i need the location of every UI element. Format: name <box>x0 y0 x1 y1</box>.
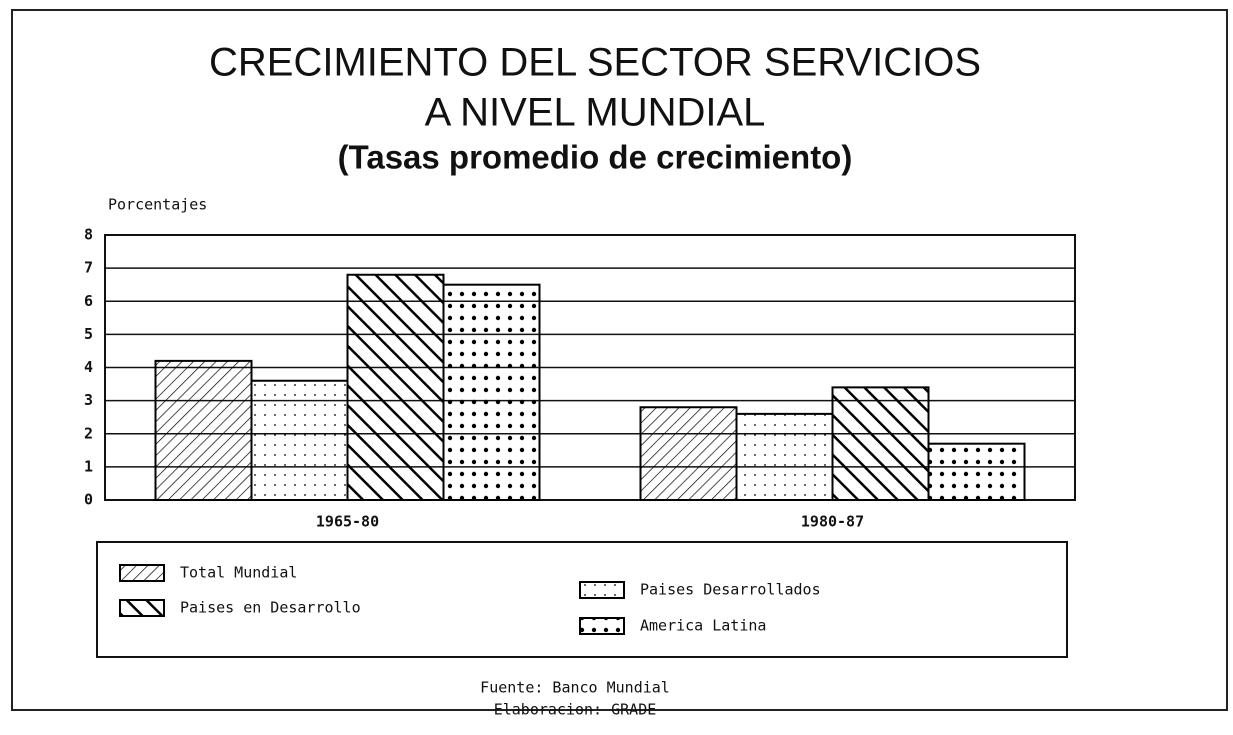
y-axis-label: Porcentajes <box>108 196 207 214</box>
bar <box>639 406 738 501</box>
bar <box>735 412 834 501</box>
x-tick-label: 1965-80 <box>316 513 379 531</box>
bar <box>927 442 1026 501</box>
chart-title: CRECIMIENTO DEL SECTOR SERVICIOS <box>209 41 981 85</box>
y-tick-label: 1 <box>84 457 93 475</box>
legend-swatch <box>579 617 625 635</box>
y-tick-label: 7 <box>84 259 93 277</box>
legend-swatch <box>119 564 165 582</box>
bar <box>154 359 253 501</box>
bar <box>346 273 445 501</box>
source: Fuente: Banco Mundial <box>480 679 670 697</box>
credit: Elaboracion: GRADE <box>494 701 657 719</box>
legend-swatch <box>119 599 165 617</box>
legend-label: Total Mundial <box>180 564 297 582</box>
legend-swatch <box>579 581 625 599</box>
chart-title: A NIVEL MUNDIAL <box>425 91 766 135</box>
x-tick-label: 1980-87 <box>801 513 864 531</box>
y-tick-label: 0 <box>84 491 93 509</box>
y-tick-label: 6 <box>84 292 93 310</box>
bar <box>442 283 541 501</box>
legend-label: America Latina <box>640 617 766 635</box>
y-tick-label: 2 <box>84 424 93 442</box>
legend-label: Paises Desarrollados <box>640 581 821 599</box>
chart-subtitle: (Tasas promedio de crecimiento) <box>338 139 853 176</box>
y-tick-label: 4 <box>84 358 93 376</box>
frame <box>11 9 1228 711</box>
legend-label: Paises en Desarrollo <box>180 599 361 617</box>
y-tick-label: 8 <box>84 226 93 244</box>
y-tick-label: 3 <box>84 391 93 409</box>
legend <box>96 541 1068 658</box>
bar <box>250 379 349 501</box>
bar <box>831 386 930 501</box>
y-tick-label: 5 <box>84 325 93 343</box>
